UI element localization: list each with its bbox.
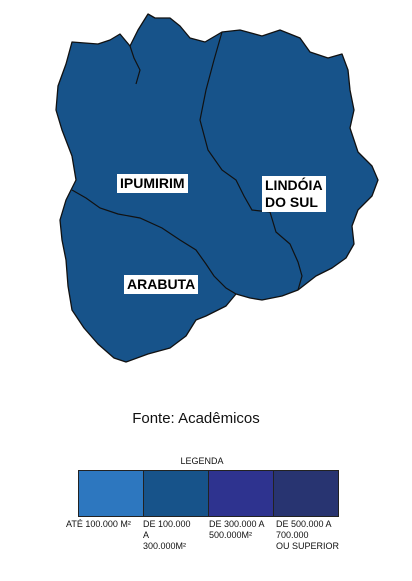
region-label-ipumirim: IPUMIRIM <box>117 174 188 193</box>
municipality-map <box>55 13 379 363</box>
legend-swatch-1 <box>78 470 144 517</box>
legend-swatch-4 <box>273 470 339 517</box>
region-label-lindoia-do-sul: LINDÓIA DO SUL <box>262 176 326 212</box>
legend-swatch-2 <box>143 470 209 517</box>
legend-label-1: ATÉ 100.000 M² <box>66 519 131 529</box>
legend-label-2: DE 100.000 A 300.000M² <box>143 519 191 551</box>
map-outline <box>55 13 379 363</box>
legend-label-4: DE 500.000 A 700.000 OU SUPERIOR <box>276 519 340 551</box>
legend-title: LEGENDA <box>180 456 224 466</box>
legend-swatch-3 <box>208 470 274 517</box>
legend-label-3: DE 300.000 A 500.000M² <box>209 519 265 540</box>
border-ipumirim-arabuta <box>71 189 237 295</box>
border-ipumirim-lindoia <box>199 31 303 291</box>
region-label-arabuta: ARABUTA <box>124 275 199 294</box>
source-caption: Fonte: Acadêmicos <box>132 410 260 427</box>
map-water-line <box>129 45 141 85</box>
